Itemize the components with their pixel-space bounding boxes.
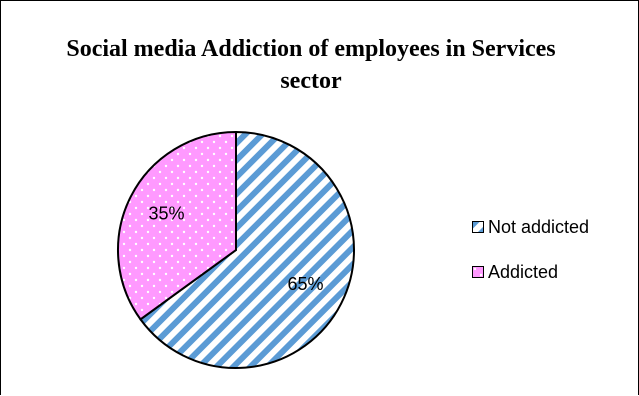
slice-label-not-addicted: 65%	[287, 274, 323, 294]
legend-item-not-addicted[interactable]: Not addicted	[472, 215, 589, 239]
pie-slice-not-addicted[interactable]	[139, 130, 355, 369]
legend-swatch-not-addicted	[472, 221, 484, 233]
legend-swatch-addicted	[472, 266, 484, 278]
legend: Not addicted Addicted	[472, 215, 589, 305]
chart-title: Social media Addiction of employees in S…	[66, 36, 556, 94]
pie-slice-addicted[interactable]	[117, 130, 237, 321]
slice-label-addicted: 35%	[148, 203, 184, 223]
legend-label-addicted: Addicted	[488, 261, 559, 282]
legend-label-not-addicted: Not addicted	[488, 216, 590, 237]
legend-item-addicted[interactable]: Addicted	[472, 260, 589, 284]
